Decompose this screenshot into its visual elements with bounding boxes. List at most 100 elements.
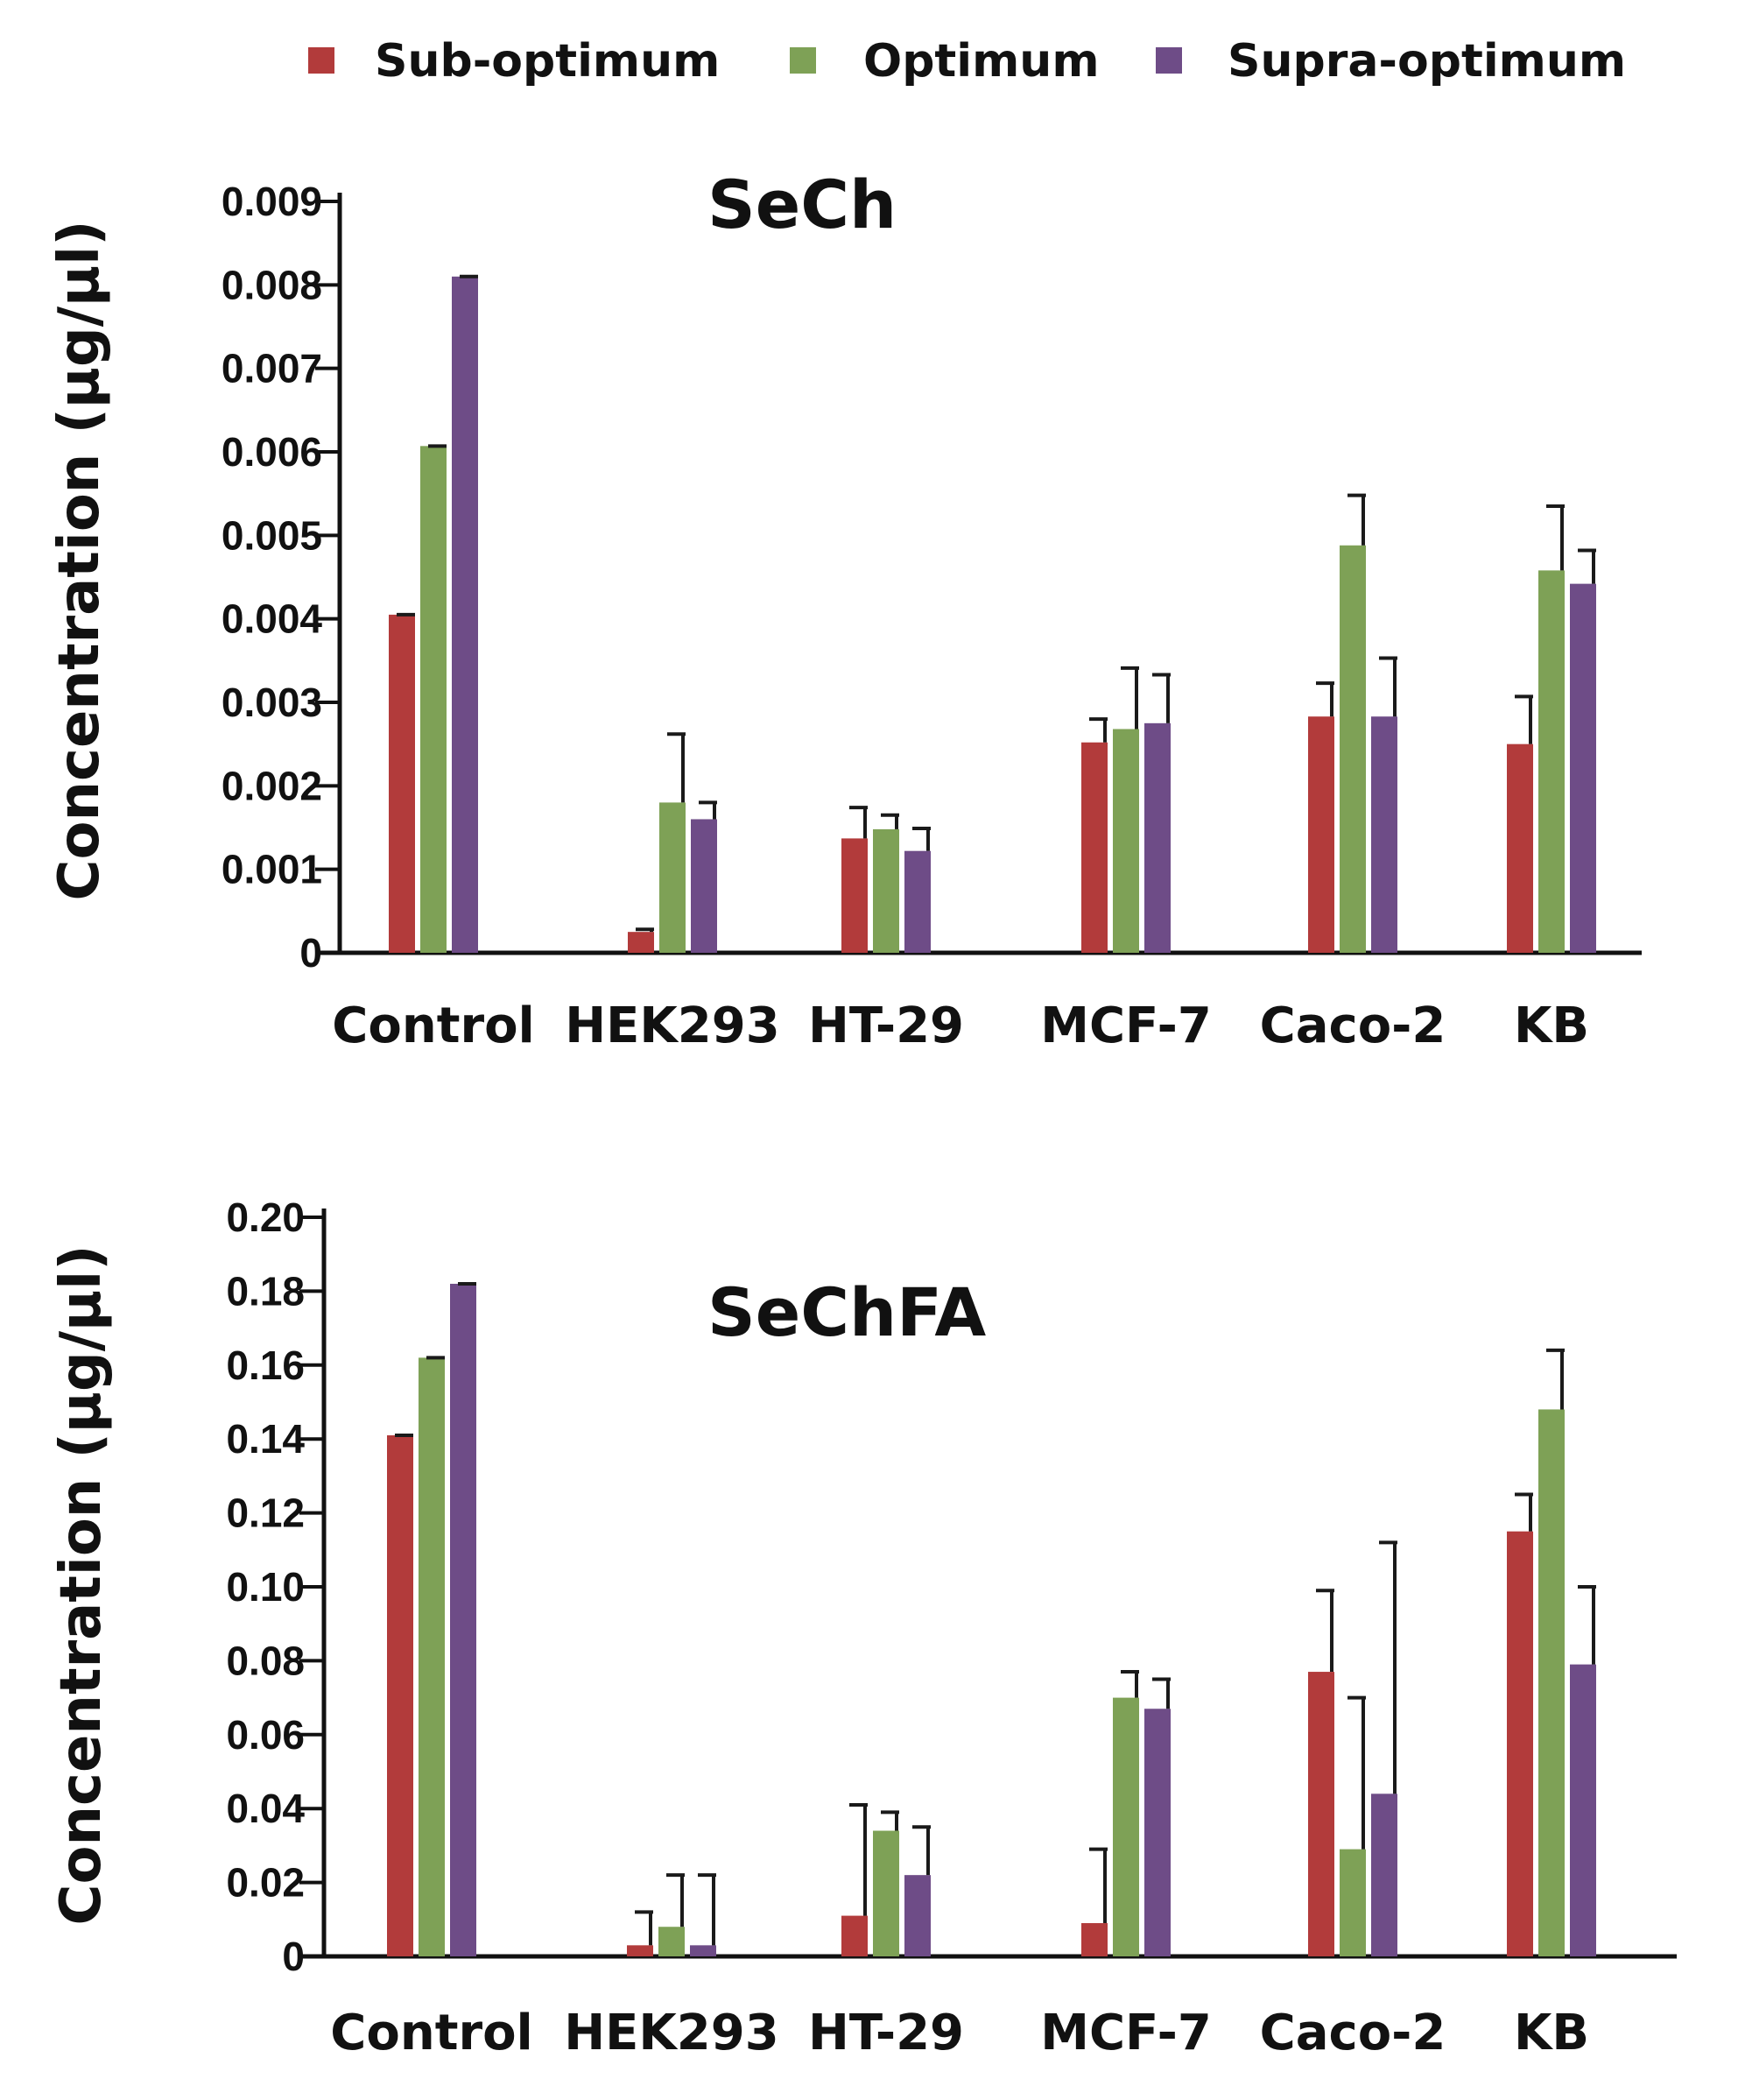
y-tick-label: 0.18: [226, 1268, 305, 1314]
x-tick-label-mcf-7: MCF-7: [1040, 2005, 1212, 2061]
y-tick-label: 0.14: [226, 1416, 305, 1462]
bar-optimum-control: [420, 446, 447, 953]
y-axis-label: Concentration (μg/μl): [47, 221, 112, 901]
bar-supra-optimum-hek293: [691, 819, 717, 953]
x-tick-label-ht-29: HT-29: [808, 2005, 964, 2061]
legend-swatch-sub-optimum: [308, 47, 334, 74]
error-bar-supra-optimum-hek293: [699, 800, 717, 820]
error-bar-sub-optimum-ht-29: [849, 806, 868, 839]
error-bar-sub-optimum-hek293: [635, 1910, 653, 1946]
axes: 0 0.02 0.04 0.06 0.08 0.10 0.12 0.14 0.16 0.18 0.2…: [226, 1194, 1677, 1979]
legend-label-sub-optimum: Sub-optimum: [375, 35, 720, 88]
bar-sub-optimum-kb: [1507, 1531, 1533, 1956]
bar-supra-optimum-mcf-7: [1144, 1709, 1171, 1956]
legend-item-sub-optimum: Sub-optimum: [308, 35, 720, 88]
error-bar-sub-optimum-caco-2: [1316, 1589, 1334, 1673]
x-tick-label-caco-2: Caco-2: [1260, 997, 1446, 1054]
bar-optimum-kb: [1538, 1409, 1565, 1956]
bar-optimum-ht-29: [873, 828, 899, 953]
error-bar-sub-optimum-kb: [1515, 1492, 1533, 1532]
bar-supra-optimum-caco-2: [1371, 716, 1397, 953]
error-bar-optimum-ht-29: [881, 1810, 899, 1831]
error-bar-supra-optimum-ht-29: [912, 1825, 931, 1876]
error-bar-sub-optimum-mcf-7: [1089, 717, 1108, 743]
error-bar-optimum-kb: [1546, 1348, 1565, 1410]
bar-optimum-ht-29: [873, 1830, 899, 1956]
legend-swatch-supra-optimum: [1156, 47, 1182, 74]
x-tick-label-control: Control: [330, 2005, 533, 2061]
bar-supra-optimum-mcf-7: [1144, 722, 1171, 953]
bar-sub-optimum-mcf-7: [1081, 1923, 1108, 1956]
legend-label-optimum: Optimum: [863, 35, 1100, 88]
legend-swatch-optimum: [790, 47, 816, 74]
bar-sub-optimum-control: [389, 614, 415, 953]
y-tick-label: 0.20: [226, 1194, 305, 1240]
x-tick-label-kb: KB: [1514, 2005, 1589, 2061]
chart-sechfa: SeChFA Concentration (μg/μl) 0 0.02 0.04 0.…: [49, 1194, 1677, 2061]
bar-sub-optimum-hek293: [627, 1945, 653, 1956]
y-tick-label: 0.02: [226, 1860, 305, 1906]
y-tick-label: 0.16: [226, 1342, 305, 1388]
bars: [389, 276, 1596, 953]
y-tick-label: 0.006: [222, 429, 322, 475]
y-tick-label: 0.004: [222, 596, 323, 642]
error-bar-sub-optimum-kb: [1515, 694, 1533, 744]
bar-supra-optimum-ht-29: [904, 1875, 931, 1956]
error-bar-supra-optimum-mcf-7: [1152, 1677, 1171, 1709]
bar-optimum-caco-2: [1340, 1849, 1366, 1956]
x-tick-label-ht-29: HT-29: [808, 997, 964, 1054]
error-bar-optimum-caco-2: [1347, 493, 1366, 546]
bar-supra-optimum-kb: [1570, 583, 1596, 953]
error-bar-optimum-mcf-7: [1121, 666, 1139, 729]
bar-sub-optimum-control: [387, 1434, 413, 1956]
y-tick-label: 0.10: [226, 1564, 305, 1610]
error-bars: [397, 274, 1596, 933]
y-tick-label: 0.06: [226, 1712, 305, 1758]
category-labels: Control HEK293 HT-29 MCF-7 Caco-2 KB: [330, 2005, 1589, 2061]
bar-optimum-caco-2: [1340, 545, 1366, 953]
bar-supra-optimum-ht-29: [904, 850, 931, 953]
bars: [387, 1283, 1596, 1956]
error-bar-optimum-hek293: [666, 1873, 685, 1927]
bar-sub-optimum-ht-29: [841, 838, 868, 953]
error-bar-supra-optimum-mcf-7: [1152, 673, 1171, 723]
bar-supra-optimum-control: [452, 276, 478, 953]
error-bar-optimum-mcf-7: [1121, 1670, 1139, 1698]
x-tick-label-caco-2: Caco-2: [1260, 2005, 1446, 2061]
bar-supra-optimum-caco-2: [1371, 1793, 1397, 1956]
error-bar-supra-optimum-caco-2: [1379, 1540, 1397, 1794]
y-tick-label: 0.08: [226, 1638, 305, 1683]
y-tick-label: 0.12: [226, 1490, 305, 1536]
error-bar-supra-optimum-kb: [1578, 548, 1596, 584]
error-bar-supra-optimum-kb: [1578, 1585, 1596, 1665]
error-bar-supra-optimum-ht-29: [912, 826, 931, 851]
bar-optimum-hek293: [659, 802, 686, 953]
bar-sub-optimum-caco-2: [1308, 1672, 1334, 1956]
bar-supra-optimum-kb: [1570, 1664, 1596, 1956]
y-tick-label: 0.007: [222, 346, 322, 391]
error-bar-optimum-caco-2: [1347, 1695, 1366, 1850]
bar-optimum-mcf-7: [1113, 729, 1139, 953]
error-bar-sub-optimum-caco-2: [1316, 681, 1334, 717]
x-tick-label-mcf-7: MCF-7: [1040, 997, 1212, 1054]
bar-supra-optimum-control: [450, 1283, 476, 1956]
bar-sub-optimum-mcf-7: [1081, 742, 1108, 953]
error-bar-supra-optimum-caco-2: [1379, 656, 1397, 717]
bar-optimum-kb: [1538, 570, 1565, 953]
x-tick-label-control: Control: [332, 997, 535, 1054]
error-bars: [395, 1281, 1596, 1946]
bar-sub-optimum-caco-2: [1308, 716, 1334, 953]
x-tick-label-hek293: HEK293: [565, 997, 779, 1054]
error-bar-optimum-kb: [1546, 504, 1565, 571]
legend: Sub-optimum Optimum Supra-optimum: [308, 35, 1626, 88]
bar-optimum-hek293: [658, 1927, 685, 1956]
bar-supra-optimum-hek293: [690, 1945, 716, 1956]
error-bar-supra-optimum-hek293: [698, 1873, 716, 1946]
y-tick-label: 0.002: [222, 763, 322, 808]
y-tick-label: 0.003: [222, 680, 322, 725]
y-tick-label: 0.04: [226, 1786, 305, 1831]
bar-optimum-mcf-7: [1113, 1697, 1139, 1956]
bar-sub-optimum-kb: [1507, 743, 1533, 953]
bar-optimum-control: [419, 1357, 445, 1956]
